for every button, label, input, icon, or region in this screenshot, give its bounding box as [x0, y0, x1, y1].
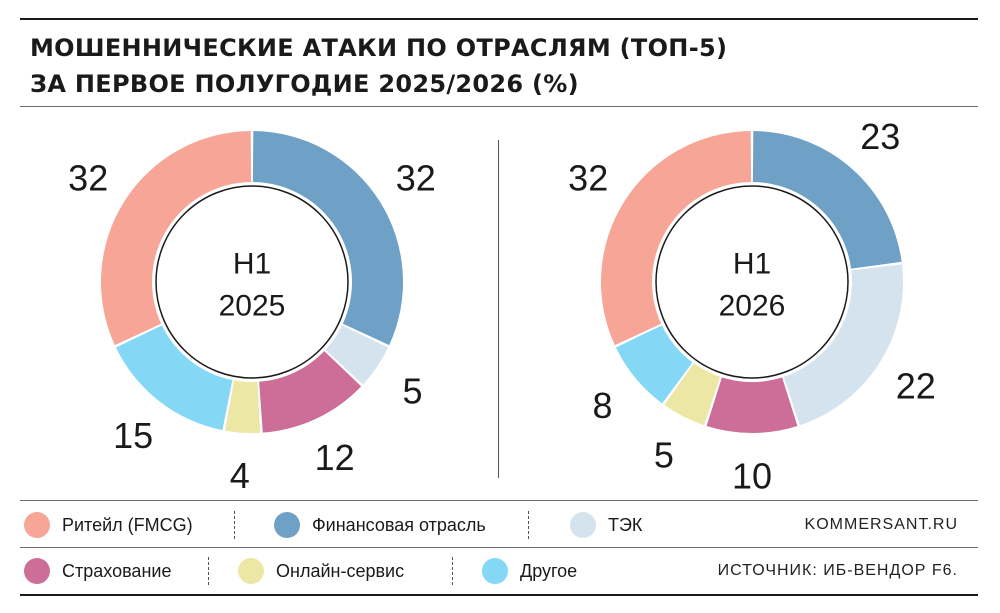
slice-value-label: 5: [654, 434, 674, 475]
legend-swatch-retail: [24, 512, 50, 538]
pie-slice-insurance-2: [706, 377, 798, 433]
legend-swatch-finance: [274, 512, 300, 538]
title-rule: [20, 106, 978, 107]
top-rule: [20, 18, 978, 20]
slice-value-label: 32: [568, 158, 608, 199]
pie-slice-online-1: [225, 380, 261, 433]
pie-slice-finance-2: [752, 131, 902, 269]
legend-swatch-energy: [570, 512, 596, 538]
legend-item-finance: Финансовая отрасль: [274, 505, 486, 545]
chart-title: Мошеннические атаки по отраслям (топ-5) …: [30, 30, 960, 102]
legend-swatch-other: [482, 558, 508, 584]
donut-center-label: 2026: [719, 290, 786, 323]
pie-slice-finance-1: [252, 131, 403, 346]
donut-inner-ring: [155, 185, 349, 379]
slice-value-label: 22: [896, 365, 936, 406]
slice-value-label: 15: [113, 415, 153, 456]
legend-label-energy: ТЭК: [608, 514, 643, 535]
legend-separator: [234, 511, 235, 539]
donut-center-label: 2025: [219, 290, 286, 323]
pie-slice-insurance-1: [259, 351, 362, 433]
legend-swatch-insurance: [24, 558, 50, 584]
legend-item-other: Другое: [482, 551, 577, 591]
legend-label-finance: Финансовая отрасль: [312, 514, 486, 535]
legend-label-other: Другое: [520, 560, 578, 581]
legend-label-insurance: Страхование: [62, 560, 172, 581]
source-note: ИСТОЧНИК: ИБ-ВЕНДОР F6.: [717, 562, 958, 579]
slice-value-label: 32: [396, 158, 436, 199]
legend-item-online: Онлайн-сервис: [238, 551, 404, 591]
slice-value-label: 8: [593, 385, 613, 426]
donut-inner-ring: [655, 185, 849, 379]
pie-slice-other-2: [615, 325, 693, 404]
legend-separator: [528, 511, 529, 539]
legend-item-retail: Ритейл (FMCG): [24, 505, 193, 545]
legend-separator: [208, 557, 209, 585]
pie-slice-energy-2: [783, 264, 903, 426]
site-name: KOMMERSANT.RU: [804, 516, 958, 533]
donut-center-label: H1: [233, 248, 271, 281]
bottom-rule: [20, 594, 978, 596]
slice-value-label: 32: [68, 158, 108, 199]
legend-swatch-online: [238, 558, 264, 584]
slice-value-label: 23: [860, 116, 900, 157]
legend-label-online: Онлайн-сервис: [276, 560, 405, 581]
donut-center-label: H1: [733, 248, 771, 281]
legend-row-1: Ритейл (FMCG) Финансовая отрасль ТЭК KOM…: [20, 505, 978, 545]
slice-value-label: 10: [732, 456, 772, 497]
pie-slice-other-1: [115, 325, 233, 431]
legend-item-insurance: Страхование: [24, 551, 171, 591]
legend-row-2: Страхование Онлайн-сервис Другое ИСТОЧНИ…: [20, 551, 978, 591]
legend-separator: [452, 557, 453, 585]
legend-rule-top: [20, 500, 978, 501]
chart-divider: [498, 140, 499, 478]
pie-slice-energy-1: [325, 325, 389, 385]
legend-rule-middle: [20, 547, 978, 548]
slice-value-label: 5: [402, 371, 422, 412]
pie-slice-online-2: [664, 363, 721, 426]
chart-title-line-1: Мошеннические атаки по отраслям (топ-5): [30, 34, 728, 62]
legend-label-retail: Ритейл (FMCG): [62, 514, 193, 535]
pie-slice-retail-1: [101, 131, 252, 346]
slice-value-label: 4: [230, 455, 250, 496]
legend-item-energy: ТЭК: [570, 505, 642, 545]
pie-slice-retail-2: [600, 131, 752, 346]
chart-title-line-2: за первое полугодие 2025/2026 (%): [30, 70, 579, 98]
slice-value-label: 12: [315, 437, 355, 478]
